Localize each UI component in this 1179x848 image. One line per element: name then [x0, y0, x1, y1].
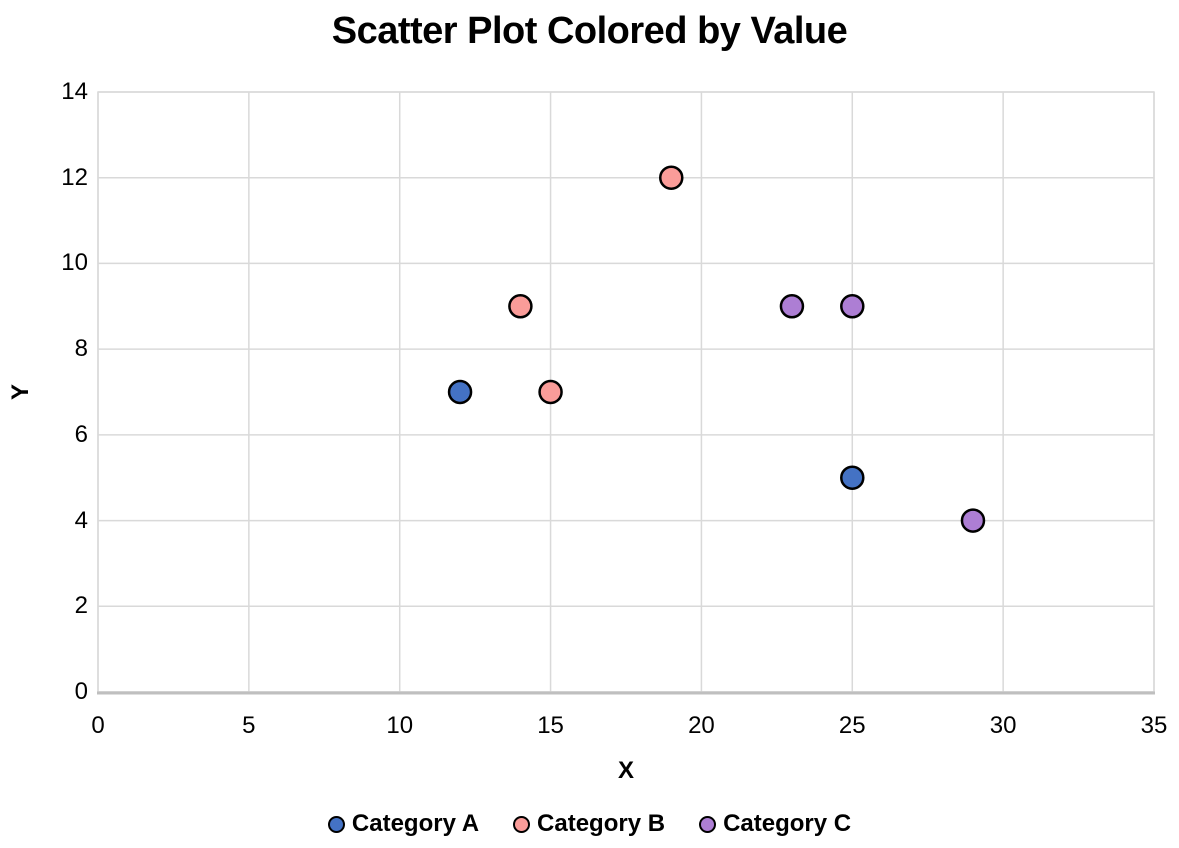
legend-marker-icon-category-a	[327, 815, 345, 833]
legend-label-category-b: Category B	[537, 810, 666, 837]
data-point-category-b[interactable]	[538, 379, 563, 405]
y-tick-label-12: 12	[61, 163, 88, 191]
legend-label-category-a: Category A	[351, 810, 480, 837]
x-tick-label-5: 5	[242, 712, 256, 739]
legend-marker-icon-category-b	[513, 815, 531, 833]
chart-title: Scatter Plot Colored by Value	[331, 10, 848, 52]
data-point-category-c[interactable]	[840, 294, 865, 319]
legend-item-category-b[interactable]: Category B	[513, 810, 665, 838]
y-tick-label-6: 6	[74, 420, 88, 448]
y-axis-title: Y	[7, 383, 34, 401]
plot-border	[97, 91, 1155, 693]
data-point-category-a[interactable]	[840, 465, 865, 490]
y-tick-label-0: 0	[74, 678, 88, 705]
x-tick-label-20: 20	[688, 712, 715, 739]
data-point-category-c[interactable]	[960, 508, 986, 533]
data-point-category-b[interactable]	[659, 165, 684, 190]
legend: Category A Category B Category C	[0, 810, 1179, 838]
data-point-category-b[interactable]	[508, 294, 533, 319]
legend-marker-icon-category-c	[699, 815, 717, 833]
x-tick-label-15: 15	[537, 712, 564, 739]
y-tick-label-4: 4	[74, 506, 88, 534]
legend-item-category-c[interactable]: Category C	[699, 810, 851, 838]
x-tick-label-25: 25	[838, 712, 866, 739]
legend-label-category-c: Category C	[723, 810, 852, 837]
x-tick-label-10: 10	[386, 712, 414, 739]
y-tick-label-2: 2	[74, 592, 88, 620]
data-point-category-c[interactable]	[779, 294, 805, 319]
x-tick-label-30: 30	[989, 712, 1017, 739]
legend-item-category-a[interactable]: Category A	[327, 810, 480, 838]
x-tick-label-35: 35	[1140, 712, 1168, 739]
data-point-category-a[interactable]	[447, 379, 473, 405]
x-tick-label-0: 0	[91, 712, 105, 739]
y-tick-label-8: 8	[74, 335, 88, 363]
x-axis-title: X	[617, 757, 634, 784]
y-tick-label-10: 10	[61, 249, 88, 277]
y-tick-label-14: 14	[61, 78, 88, 105]
